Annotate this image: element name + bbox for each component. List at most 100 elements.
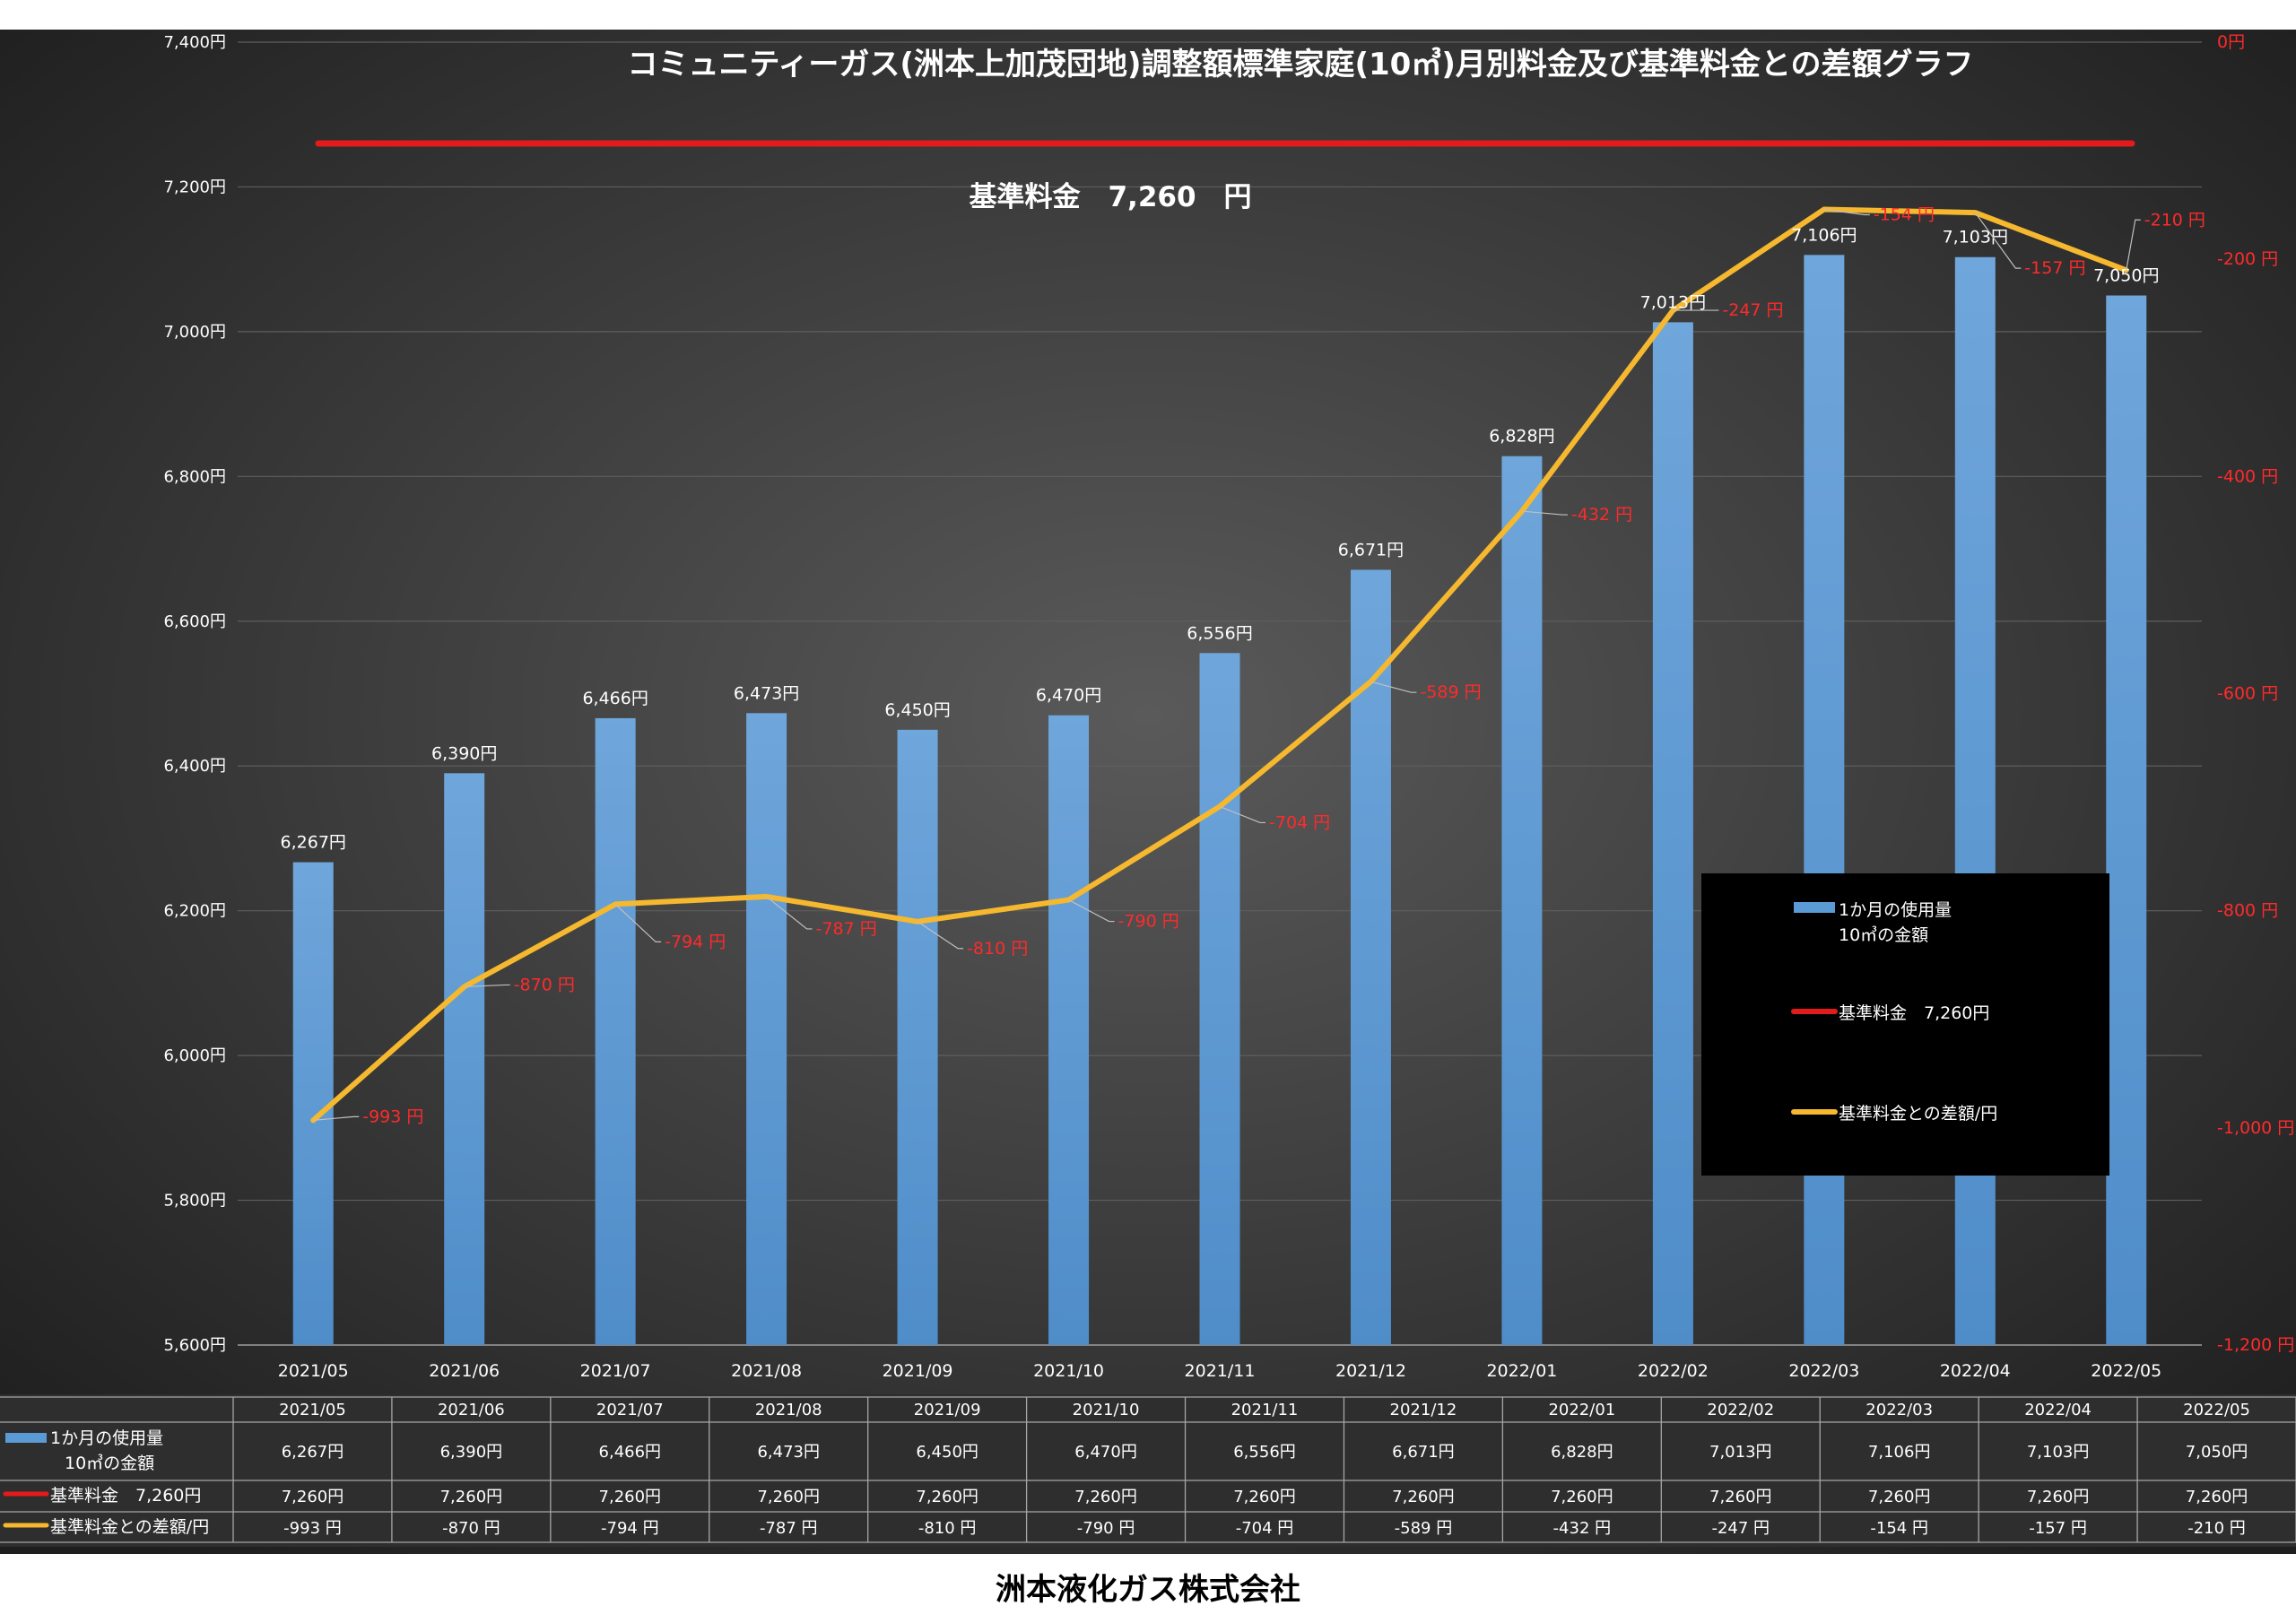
bar [292,862,334,1345]
table-cell: 7,050円 [2186,1443,2248,1462]
diff-leader-line [2126,219,2141,271]
table-cell: -589 円 [1395,1519,1453,1538]
diff-value-label: -157 円 [2024,258,2085,278]
table-cell: -787 円 [760,1519,818,1538]
table-cell: -704 円 [1236,1519,1294,1538]
y-right-tick-label: -200 円 [2217,249,2278,269]
table-header-cell: 2021/11 [1231,1401,1299,1419]
bar [1501,456,1543,1346]
table-cell: 7,260円 [1709,1488,1772,1506]
table-header-cell: 2022/04 [2024,1401,2092,1419]
diff-value-label: -704 円 [1269,812,1330,832]
table-header-cell: 2022/03 [1866,1401,1933,1419]
data-table: 2021/05 2021/06 2021/07 2021/08 2021/09 2021/… [0,1394,2296,1547]
table-header-cell: 2022/01 [1548,1401,1615,1419]
diff-value-label: -870 円 [514,975,575,994]
table-cell: 7,260円 [2027,1488,2090,1506]
bar-value-label: 6,473円 [734,683,799,703]
table-cell: 6,450円 [916,1443,978,1462]
bar-value-label: 6,470円 [1036,686,1101,706]
bar [746,713,787,1345]
y-right-tick-label: 0円 [2217,32,2245,52]
bar-value-label: 6,267円 [281,833,346,853]
x-tick-label: 2021/06 [429,1361,500,1381]
x-tick-label: 2021/05 [278,1361,349,1381]
diff-value-label: -810 円 [967,939,1028,959]
y-left-tick-label: 5,600円 [163,1336,226,1355]
table-cell: -432 円 [1553,1519,1612,1538]
y-right-tick-label: -1,200 円 [2217,1335,2294,1355]
y-left-tick-label: 7,400円 [163,33,226,52]
table-cell: -154 円 [1870,1519,1928,1538]
x-tick-label: 2021/12 [1335,1361,1406,1381]
bar-value-label: 6,828円 [1489,427,1554,447]
diff-leader-line [1521,510,1568,516]
table-cell: -790 円 [1077,1519,1135,1538]
bar [1652,322,1693,1345]
bar-value-label: 6,466円 [582,689,648,708]
x-tick-label: 2021/10 [1033,1361,1104,1381]
y-right-tick-label: -600 円 [2217,684,2278,704]
legend-label: 基準料金との差額/円 [1839,1104,1997,1124]
table-header-cell: 2022/02 [1707,1401,1774,1419]
table-cell: 7,013円 [1709,1443,1772,1462]
y-left-tick-label: 7,200円 [163,178,226,196]
diff-leader-line [1974,212,2022,269]
table-cell: 6,267円 [282,1443,344,1462]
x-tick-label: 2022/05 [2091,1361,2161,1381]
bar [1804,255,1845,1345]
y-left-tick-label: 6,200円 [163,902,226,921]
bar-value-label: 6,390円 [431,743,497,763]
table-cell: 7,260円 [599,1488,662,1506]
table-header-cell: 2021/09 [914,1401,981,1419]
y-left-tick-label: 5,800円 [163,1192,226,1211]
chart-title: コミュニティーガス(洲本上加茂団地)調整額標準家庭(10㎥)月別料金及び基準料金… [627,47,1973,82]
y-left-tick-label: 6,400円 [163,757,226,776]
table-header-cell: 2021/08 [755,1401,822,1419]
table-header-cell: 2021/06 [438,1401,505,1419]
table-cell: 7,260円 [282,1488,344,1506]
diff-value-label: -432 円 [1571,505,1632,525]
x-tick-label: 2021/11 [1185,1361,1256,1381]
x-tick-label: 2022/02 [1638,1361,1709,1381]
diff-value-label: -790 円 [1118,912,1179,932]
table-series-name: 基準料金 7,260円 [50,1486,201,1506]
table-cell: -247 円 [1711,1519,1770,1538]
diff-leader-line [313,1115,360,1121]
table-cell: 6,470円 [1074,1443,1137,1462]
bar [444,773,485,1345]
table-cell: -870 円 [442,1519,500,1538]
diff-value-label: -794 円 [665,932,726,951]
bar [1048,715,1090,1345]
bar-value-label: 6,671円 [1338,540,1404,560]
table-cell: -157 円 [2029,1519,2087,1538]
table-cell: 6,556円 [1233,1443,1296,1462]
table-cell: -210 円 [2187,1519,2246,1538]
bar-value-label: 7,103円 [1943,228,2008,247]
table-cell: 7,260円 [757,1488,820,1506]
table-cell: 6,466円 [599,1443,662,1462]
company-name: 洲本液化ガス株式会社 [996,1572,1300,1608]
table-header-cell: 2021/07 [596,1401,664,1419]
x-tick-label: 2022/03 [1788,1361,1859,1381]
diff-leader-line [464,984,510,988]
table-header-cell: 2021/05 [279,1401,346,1419]
baseline-label: 基準料金 7,260 円 [969,181,1251,213]
y-right-tick-label: -1,000 円 [2217,1118,2294,1138]
bar-value-label: 6,450円 [884,700,950,720]
diff-value-label: -210 円 [2144,210,2205,230]
diff-leader-line [917,921,964,950]
table-cell: 6,671円 [1392,1443,1455,1462]
diff-value-label: -787 円 [816,919,877,939]
table-cell: -794 円 [601,1519,659,1538]
y-left-tick-label: 7,000円 [163,323,226,342]
legend-label: 1か月の使用量 [1839,900,1952,920]
table-background [0,1394,2296,1547]
bar [1350,569,1391,1345]
table-series-name: 基準料金との差額/円 [50,1517,209,1537]
y-left-tick-label: 6,600円 [163,612,226,631]
chart-background [0,30,2296,1554]
bar-value-label: 7,013円 [1640,292,1706,312]
